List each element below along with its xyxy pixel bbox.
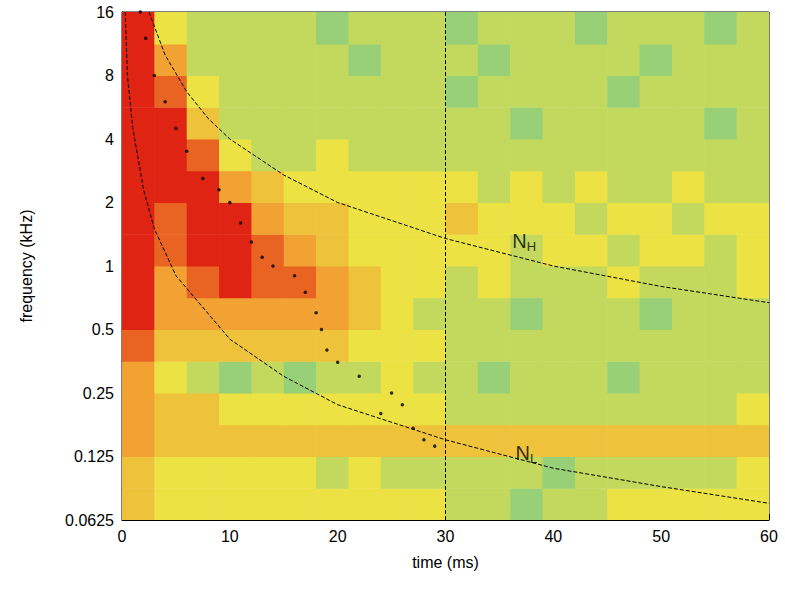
svg-text:0.25: 0.25 [83, 385, 114, 402]
svg-text:10: 10 [221, 528, 239, 545]
svg-text:H: H [527, 239, 536, 254]
svg-text:2: 2 [105, 194, 114, 211]
svg-text:1: 1 [105, 258, 114, 275]
svg-text:16: 16 [96, 4, 114, 21]
svg-text:time (ms): time (ms) [412, 554, 479, 571]
svg-text:0.125: 0.125 [74, 448, 114, 465]
svg-text:40: 40 [544, 528, 562, 545]
svg-text:0: 0 [118, 528, 127, 545]
svg-text:20: 20 [329, 528, 347, 545]
svg-text:0.5: 0.5 [92, 321, 114, 338]
svg-text:frequency (kHz): frequency (kHz) [18, 210, 35, 323]
svg-text:30: 30 [437, 528, 455, 545]
svg-text:L: L [530, 451, 537, 466]
svg-text:50: 50 [652, 528, 670, 545]
svg-text:4: 4 [105, 131, 114, 148]
svg-text:0.0625: 0.0625 [65, 512, 114, 529]
svg-text:N: N [516, 442, 530, 464]
svg-text:60: 60 [760, 528, 778, 545]
svg-text:N: N [512, 230, 526, 252]
svg-text:8: 8 [105, 67, 114, 84]
